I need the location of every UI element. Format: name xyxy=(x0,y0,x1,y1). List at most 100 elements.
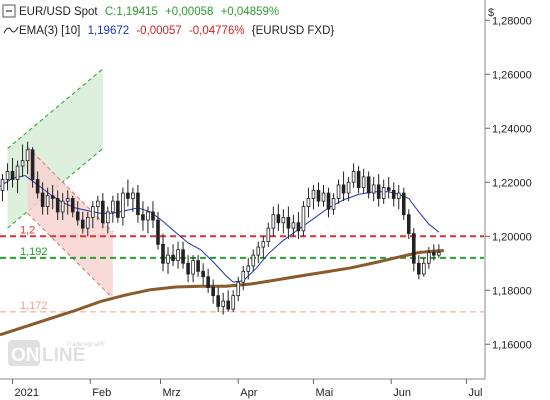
candle-body xyxy=(201,270,205,278)
candle xyxy=(60,193,65,221)
candle-body xyxy=(50,195,55,199)
channel-down-fill xyxy=(27,147,113,299)
candle-body xyxy=(106,211,110,224)
candle-body xyxy=(321,192,326,202)
candle-body xyxy=(276,214,281,224)
candle xyxy=(191,255,195,283)
candle xyxy=(236,276,241,302)
candle xyxy=(266,222,271,248)
candle-body xyxy=(116,200,120,218)
y-tick-label: 1,22000 xyxy=(492,177,532,189)
candle xyxy=(15,160,20,194)
candle xyxy=(386,176,391,199)
candle-body xyxy=(306,198,311,207)
watermark-line: LINE xyxy=(42,345,85,366)
candle xyxy=(171,244,175,266)
candle xyxy=(0,174,5,202)
candle xyxy=(296,211,301,239)
y-tick-label: 1,24000 xyxy=(492,123,532,135)
candle-body xyxy=(356,171,361,189)
candle-body xyxy=(326,192,331,210)
candle-body xyxy=(10,171,15,180)
candle-body xyxy=(381,187,386,199)
legend-change: +0,00058 xyxy=(165,6,213,18)
y-axis-ticks: 1,28000 1,26000 1,24000 1,22000 1,20000 1,180… xyxy=(485,15,532,351)
watermark-on: ON xyxy=(11,345,40,366)
candle-body xyxy=(146,211,150,221)
candle xyxy=(301,201,306,237)
candle xyxy=(116,193,120,223)
candle-body xyxy=(60,200,65,213)
candle-body xyxy=(391,189,396,199)
candle-body xyxy=(361,176,366,189)
candle-body xyxy=(256,246,261,256)
candle-body xyxy=(281,216,286,224)
candle xyxy=(136,184,140,223)
candle xyxy=(432,244,436,261)
candle-body xyxy=(301,206,306,232)
candle xyxy=(101,193,105,229)
candle-body xyxy=(236,281,241,297)
candle xyxy=(271,206,276,237)
candle xyxy=(381,179,386,204)
candle-body xyxy=(55,198,60,213)
plot-area: 1,2 1,192 1,172 xyxy=(0,68,484,337)
y-tick-label: 1,20000 xyxy=(492,231,532,243)
candle-body xyxy=(432,252,436,256)
candle xyxy=(286,206,291,239)
candle-body xyxy=(80,219,85,229)
trend-channels xyxy=(7,68,114,299)
candle xyxy=(326,187,331,218)
candle-body xyxy=(251,254,256,267)
candle-body xyxy=(5,171,10,180)
candle-body xyxy=(336,184,341,199)
currency-label: $ xyxy=(488,7,494,19)
candle-body xyxy=(271,214,276,229)
candle-body xyxy=(316,189,321,202)
candle-body xyxy=(111,200,115,213)
legend-indicator-value: 1,19672 xyxy=(88,25,130,37)
candle-body xyxy=(221,300,225,307)
candle xyxy=(126,179,130,207)
y-tick-label: 1,18000 xyxy=(492,285,532,297)
channel-down-lower xyxy=(27,146,114,233)
legend: EUR/USD Spot C:1,19415 +0,00058 +0,04859… xyxy=(2,4,335,37)
candle-body xyxy=(186,262,190,275)
candle xyxy=(366,171,371,199)
candle xyxy=(106,206,110,234)
candle-body xyxy=(286,216,291,229)
candle-body xyxy=(226,300,231,310)
candle-body xyxy=(151,211,155,221)
candle-body xyxy=(15,165,20,180)
candle xyxy=(176,241,180,269)
candle-body xyxy=(416,262,421,275)
candle xyxy=(10,157,15,188)
candle xyxy=(90,201,95,229)
candle xyxy=(206,268,210,293)
candle xyxy=(161,233,165,272)
candle xyxy=(356,166,361,194)
candle xyxy=(141,201,145,231)
candle xyxy=(241,265,246,291)
channel-down-upper xyxy=(27,212,114,299)
candle xyxy=(336,179,341,204)
candle-body xyxy=(371,184,376,194)
candle xyxy=(406,209,411,239)
legend-symbol: {EURUSD FXD} xyxy=(252,25,335,37)
candle xyxy=(331,193,336,215)
candle xyxy=(30,147,35,188)
candle-body xyxy=(141,214,145,221)
candle-body xyxy=(401,192,406,216)
legend-indicator-change-percent: -0,04776% xyxy=(189,25,245,37)
candle xyxy=(65,190,70,215)
legend-close-quote: C:1,19415 xyxy=(105,6,158,18)
candle-body xyxy=(241,270,246,283)
candle-body xyxy=(171,254,175,261)
candle-body xyxy=(211,287,215,297)
candle xyxy=(156,211,160,250)
legend-indicator-change: -0,00057 xyxy=(136,25,181,37)
candle-body xyxy=(437,252,441,256)
candle-body xyxy=(331,198,336,210)
candle xyxy=(85,211,90,237)
